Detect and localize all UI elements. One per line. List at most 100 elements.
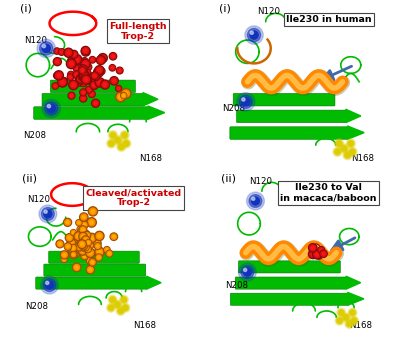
Circle shape (55, 73, 59, 78)
Text: Cleaved/activated
Trop-2: Cleaved/activated Trop-2 (85, 188, 182, 208)
Circle shape (93, 74, 96, 77)
Circle shape (64, 48, 73, 57)
Circle shape (84, 243, 86, 246)
Circle shape (79, 242, 87, 250)
Circle shape (78, 71, 88, 81)
Text: N168: N168 (134, 321, 157, 330)
Circle shape (81, 252, 88, 260)
Circle shape (89, 238, 94, 243)
Circle shape (116, 67, 123, 74)
Circle shape (73, 56, 80, 63)
Circle shape (67, 74, 73, 80)
Circle shape (83, 240, 89, 246)
Circle shape (109, 53, 117, 60)
Circle shape (345, 153, 350, 157)
Circle shape (81, 218, 87, 224)
Circle shape (78, 79, 83, 83)
Circle shape (91, 262, 93, 264)
Circle shape (79, 72, 88, 80)
Text: N208: N208 (23, 131, 46, 140)
Circle shape (78, 59, 83, 64)
Circle shape (81, 80, 83, 83)
Circle shape (88, 241, 93, 247)
Circle shape (84, 241, 87, 245)
Circle shape (56, 72, 62, 79)
Circle shape (61, 51, 63, 53)
Text: N120: N120 (24, 35, 47, 44)
Circle shape (63, 253, 66, 256)
Circle shape (318, 254, 320, 256)
Circle shape (74, 246, 81, 252)
Circle shape (81, 96, 86, 101)
Circle shape (84, 233, 89, 238)
Circle shape (90, 208, 96, 215)
Circle shape (95, 66, 104, 74)
Circle shape (335, 316, 344, 325)
Circle shape (87, 267, 93, 273)
Circle shape (83, 242, 85, 244)
Circle shape (82, 74, 87, 79)
Circle shape (98, 250, 101, 254)
Circle shape (80, 240, 89, 248)
Circle shape (81, 70, 83, 73)
Circle shape (74, 251, 77, 255)
Circle shape (42, 44, 46, 48)
Circle shape (101, 57, 104, 60)
Circle shape (95, 244, 100, 248)
Circle shape (313, 245, 319, 251)
Circle shape (314, 249, 321, 257)
Text: N168: N168 (140, 154, 163, 163)
Circle shape (90, 260, 95, 265)
Circle shape (80, 248, 86, 254)
Circle shape (57, 241, 63, 247)
Circle shape (91, 239, 98, 246)
Circle shape (81, 69, 90, 78)
Circle shape (107, 139, 116, 148)
Circle shape (113, 235, 115, 238)
Circle shape (69, 250, 78, 259)
Circle shape (80, 73, 87, 80)
Circle shape (106, 250, 113, 257)
Circle shape (72, 250, 79, 256)
Circle shape (342, 313, 350, 322)
Circle shape (68, 75, 73, 79)
FancyBboxPatch shape (233, 93, 335, 106)
Circle shape (73, 263, 81, 272)
Circle shape (81, 47, 90, 55)
Circle shape (85, 70, 90, 75)
Circle shape (79, 216, 89, 225)
FancyBboxPatch shape (230, 127, 348, 139)
Circle shape (111, 67, 113, 69)
Circle shape (82, 241, 88, 247)
Circle shape (87, 218, 96, 227)
Circle shape (334, 149, 341, 155)
Circle shape (75, 236, 81, 243)
Circle shape (69, 246, 74, 251)
Circle shape (79, 74, 85, 80)
Circle shape (81, 73, 88, 80)
Circle shape (113, 135, 123, 145)
Circle shape (107, 303, 115, 312)
Circle shape (117, 94, 124, 100)
Circle shape (80, 72, 84, 75)
Circle shape (89, 261, 94, 265)
Circle shape (64, 243, 72, 250)
Circle shape (316, 252, 319, 254)
Circle shape (81, 69, 84, 72)
Circle shape (79, 243, 85, 248)
Circle shape (83, 248, 86, 250)
Circle shape (321, 251, 326, 256)
Circle shape (88, 78, 94, 83)
Circle shape (120, 130, 129, 140)
Circle shape (314, 250, 319, 255)
Circle shape (91, 93, 93, 95)
Circle shape (316, 250, 319, 253)
Circle shape (86, 247, 90, 252)
Circle shape (84, 254, 87, 256)
Circle shape (83, 247, 85, 249)
Circle shape (98, 234, 101, 238)
Circle shape (95, 69, 102, 75)
Circle shape (81, 239, 90, 247)
Circle shape (79, 241, 86, 248)
Circle shape (92, 240, 97, 245)
